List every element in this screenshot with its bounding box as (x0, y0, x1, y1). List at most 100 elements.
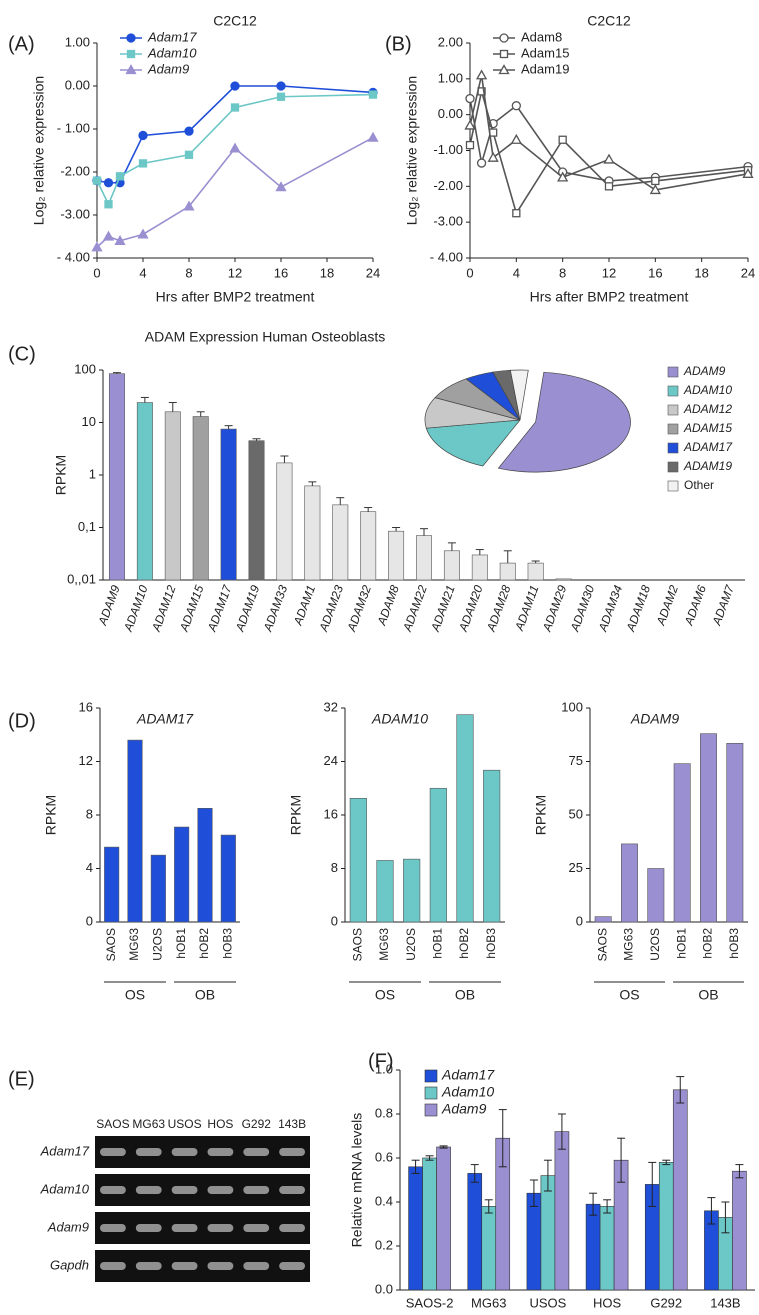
lane-label: 143B (278, 1117, 306, 1131)
bar (595, 917, 611, 922)
y-tick-label: 12 (79, 753, 93, 768)
point (652, 177, 659, 184)
x-tick-label: ADAM21 (428, 583, 458, 634)
x-tick-label: 8 (559, 265, 566, 280)
bar (541, 1176, 555, 1290)
bar (423, 1158, 437, 1290)
bar (249, 441, 264, 580)
point (117, 173, 124, 180)
legend-swatch (668, 405, 678, 415)
x-tick-label: ADAM6 (681, 583, 709, 628)
legend-swatch (425, 1070, 437, 1082)
y-tick-label: 0,1 (78, 519, 96, 534)
y-axis-label: RPKM (43, 795, 59, 835)
gel-band (208, 1262, 234, 1270)
x-axis-label: Hrs after BMP2 treatment (530, 289, 689, 305)
bar (527, 1193, 541, 1290)
gel-band (100, 1148, 126, 1156)
panel-label: (E) (8, 1068, 35, 1090)
legend-label: Adam10 (441, 1084, 494, 1100)
x-tick-label: U2OS (151, 928, 165, 961)
y-tick-label: - 4.00 (57, 249, 90, 264)
bar (198, 808, 212, 922)
x-tick-label: MG63 (377, 928, 391, 961)
x-tick-label: ADAM1 (291, 583, 319, 628)
y-tick-label: -2.00 (433, 178, 463, 193)
bar (500, 563, 515, 580)
x-tick-label: MG63 (471, 1295, 506, 1310)
point (94, 177, 101, 184)
series-line (97, 138, 373, 248)
gel-band (208, 1148, 234, 1156)
y-tick-label: 8 (86, 806, 93, 821)
legend-marker (500, 34, 508, 42)
series-line (97, 86, 373, 183)
bar (430, 788, 447, 922)
point (231, 82, 239, 90)
group-label: OS (375, 987, 395, 1003)
y-tick-label: 25 (569, 860, 583, 875)
point (105, 179, 113, 187)
gel-band (172, 1148, 198, 1156)
y-tick-label: 0 (331, 913, 338, 928)
x-tick-label: SAOS (351, 928, 365, 961)
point (139, 131, 147, 139)
group-label: OB (698, 987, 718, 1003)
panel-label: (D) (8, 710, 36, 732)
x-tick-label: hOB2 (457, 928, 471, 959)
y-axis-label: RPKM (533, 795, 549, 835)
x-tick-label: ADAM23 (316, 583, 346, 634)
x-tick-label: 0 (93, 265, 100, 280)
x-tick-label: G292 (650, 1295, 682, 1310)
y-axis-label: Relative mRNA levels (349, 1113, 365, 1248)
point (512, 135, 521, 143)
legend-label: ADAM10 (683, 383, 732, 397)
x-tick-label: hOB2 (701, 928, 715, 959)
y-tick-label: 0.2 (375, 1237, 393, 1252)
point (231, 144, 240, 152)
gel-band (279, 1224, 305, 1232)
x-tick-label: HOS (593, 1295, 622, 1310)
bar (648, 869, 664, 923)
x-tick-label: ADAM28 (484, 583, 514, 634)
legend-swatch (668, 386, 678, 396)
group-label: OS (125, 987, 145, 1003)
chart-title: ADAM Expression Human Osteoblasts (145, 329, 385, 345)
lane-label: USOS (168, 1117, 202, 1131)
legend-label: Adam9 (441, 1101, 487, 1117)
gel-band (172, 1186, 198, 1194)
x-tick-label: ADAM20 (456, 583, 486, 634)
legend-label: Adam8 (521, 29, 562, 44)
point (477, 71, 486, 79)
x-tick-label: 4 (139, 265, 146, 280)
y-axis-label: RPKM (53, 455, 69, 495)
legend-label: Adam9 (147, 61, 189, 76)
point (512, 102, 520, 110)
legend-label: Adam17 (147, 29, 197, 44)
x-tick-label: 12 (228, 265, 242, 280)
gel-band (172, 1262, 198, 1270)
legend-label: Adam19 (521, 61, 569, 76)
lane-label: SAOS (96, 1117, 129, 1131)
legend-label: ADAM12 (683, 402, 732, 416)
bar (165, 412, 180, 580)
point (369, 133, 378, 141)
y-tick-label: 0.4 (375, 1193, 393, 1208)
row-label: Adam17 (40, 1143, 90, 1158)
bar (482, 1206, 496, 1290)
x-tick-label: 18 (694, 265, 708, 280)
point (478, 159, 486, 167)
gel-row (95, 1136, 310, 1168)
legend-swatch (425, 1104, 437, 1116)
bar (621, 844, 637, 922)
x-tick-label: 4 (513, 265, 520, 280)
bar (416, 536, 431, 580)
legend-marker (128, 51, 135, 58)
bar (388, 531, 403, 580)
gel-band (136, 1186, 162, 1194)
bar (555, 1132, 569, 1290)
x-tick-label: ADAM34 (595, 583, 625, 634)
x-tick-label: SAOS (104, 928, 118, 961)
x-tick-label: ADAM33 (260, 583, 290, 634)
point (606, 183, 613, 190)
